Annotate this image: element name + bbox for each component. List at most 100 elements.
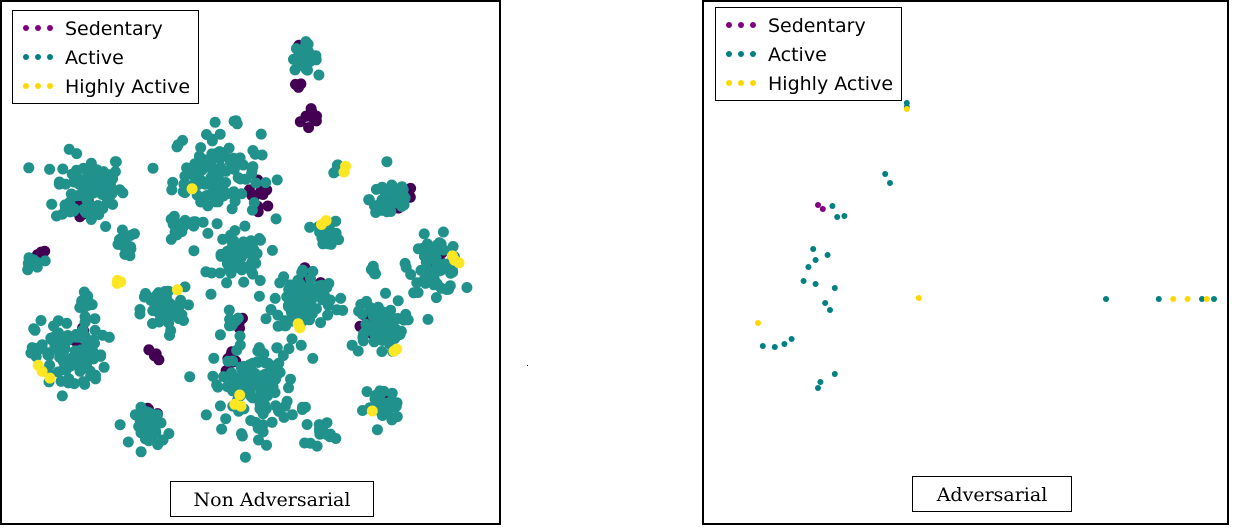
data-point — [887, 180, 893, 186]
data-point — [95, 350, 107, 362]
data-point — [239, 262, 251, 274]
data-point — [257, 426, 269, 438]
data-point — [234, 389, 246, 401]
legend-item-highly-active: Highly Active — [21, 72, 190, 101]
data-point — [296, 404, 308, 415]
data-point — [295, 78, 307, 90]
data-point — [392, 295, 404, 307]
data-point — [316, 219, 327, 230]
data-point — [89, 313, 101, 325]
data-point — [815, 385, 821, 391]
data-point — [175, 294, 187, 306]
data-point — [103, 331, 115, 343]
data-point — [154, 315, 166, 327]
data-point — [272, 320, 284, 332]
data-point — [53, 176, 65, 188]
data-point — [829, 203, 836, 209]
series-active — [759, 100, 1217, 391]
data-point — [373, 199, 385, 211]
data-point — [314, 428, 326, 440]
legend-item-sedentary: Sedentary — [724, 11, 893, 40]
panel-title-adversarial: Adversarial — [912, 476, 1072, 512]
data-point — [377, 318, 388, 330]
data-point — [231, 158, 243, 170]
data-point — [61, 317, 73, 329]
data-point — [28, 323, 40, 335]
data-point — [327, 228, 339, 240]
data-point — [447, 241, 459, 252]
data-point — [363, 194, 375, 206]
data-point — [51, 332, 63, 344]
data-point — [109, 156, 121, 168]
data-point — [271, 342, 283, 354]
data-point — [270, 213, 282, 225]
data-point — [805, 264, 812, 270]
data-point — [266, 244, 278, 256]
data-point — [238, 236, 249, 248]
data-point — [78, 302, 90, 314]
data-point — [294, 322, 306, 334]
series-active — [22, 36, 473, 463]
data-point — [229, 195, 241, 207]
data-point — [122, 436, 134, 448]
data-point — [399, 257, 411, 269]
data-point — [209, 116, 221, 128]
data-point — [212, 196, 224, 208]
data-point — [306, 111, 318, 123]
data-point — [376, 396, 388, 408]
data-point — [211, 218, 223, 230]
legend-item-active: Active — [724, 40, 893, 69]
data-point — [438, 244, 450, 256]
panel-title-non-adversarial: Non Adversarial — [170, 481, 374, 517]
data-point — [322, 309, 334, 321]
data-point — [197, 216, 209, 228]
data-point — [71, 164, 82, 176]
data-point — [433, 264, 445, 276]
data-point — [245, 390, 257, 402]
data-point — [234, 339, 246, 351]
data-point — [417, 242, 429, 254]
data-point — [52, 315, 64, 327]
data-point — [82, 353, 94, 365]
data-point — [23, 252, 35, 264]
data-point — [225, 371, 237, 383]
data-point — [380, 287, 391, 299]
data-point — [800, 278, 807, 284]
data-point — [188, 245, 200, 257]
data-point — [285, 373, 296, 385]
legend: Sedentary Active Highly Active — [12, 10, 200, 104]
data-point — [365, 305, 377, 317]
data-point — [831, 371, 838, 377]
data-point — [300, 304, 312, 316]
data-point — [46, 198, 58, 210]
data-point — [302, 64, 313, 76]
data-point — [812, 281, 819, 287]
data-point — [771, 344, 778, 350]
data-point — [212, 381, 224, 393]
data-point — [412, 287, 424, 298]
data-point — [128, 228, 140, 240]
data-point — [143, 344, 155, 356]
legend-marker-highly-active — [21, 82, 65, 92]
data-point — [292, 304, 304, 316]
data-point — [824, 252, 831, 258]
data-point — [100, 221, 112, 232]
data-point — [216, 177, 227, 189]
data-point — [882, 171, 889, 177]
data-point — [396, 200, 408, 212]
data-point — [116, 224, 128, 236]
legend-label-active: Active — [65, 46, 124, 69]
data-point — [289, 64, 301, 76]
data-point — [35, 315, 47, 326]
data-point — [260, 357, 272, 369]
data-point — [366, 405, 378, 417]
legend: Sedentary Active Highly Active — [715, 7, 903, 101]
data-point — [361, 386, 373, 398]
data-point — [246, 204, 258, 216]
data-point — [834, 214, 841, 220]
data-point — [224, 382, 236, 394]
series-sedentary — [815, 202, 826, 212]
data-point — [44, 359, 56, 371]
data-point — [283, 382, 294, 394]
data-point — [386, 414, 398, 426]
